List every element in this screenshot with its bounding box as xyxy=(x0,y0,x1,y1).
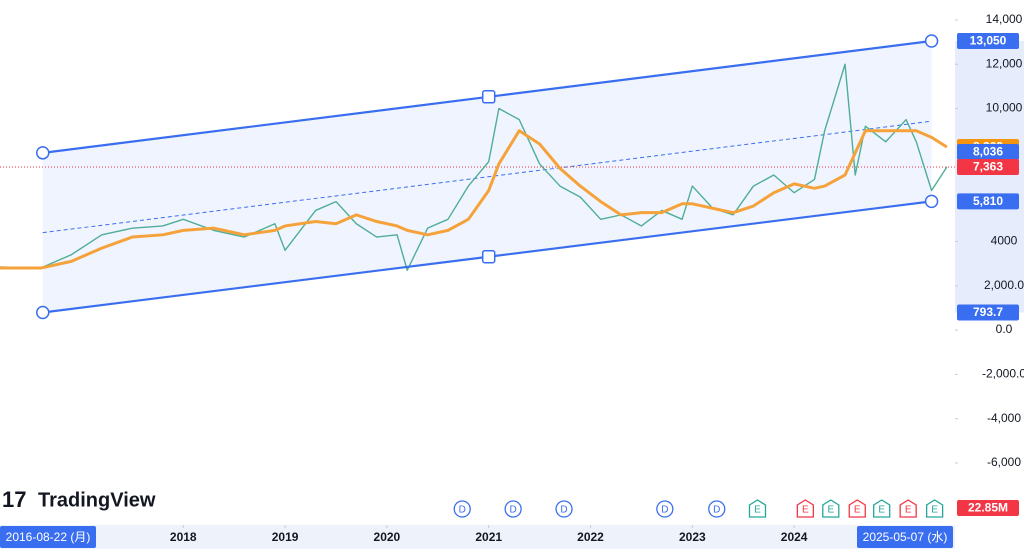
x-tick-label: 2022 xyxy=(577,530,604,544)
price-badge xyxy=(957,32,1019,49)
price-badge-label: 5,810 xyxy=(973,194,1003,208)
price-badge-label: 8,036 xyxy=(973,145,1003,159)
event-marker: E xyxy=(899,499,917,518)
brand-logo: 17 TradingView xyxy=(2,487,156,512)
event-marker: D xyxy=(555,500,573,518)
event-badge xyxy=(656,500,674,518)
event-label: D xyxy=(459,505,466,516)
brand: TradingView xyxy=(38,489,156,511)
x-tick-label: 2019 xyxy=(272,530,299,544)
event-badge xyxy=(453,500,471,518)
event-badge xyxy=(708,500,726,518)
event-badge xyxy=(899,499,917,518)
date-badge-label: 2025-05-07 (水) xyxy=(863,530,948,544)
price-badge xyxy=(957,158,1019,175)
moving-average xyxy=(0,129,948,270)
volume-badge-label: 22.85M xyxy=(968,501,1008,515)
price-line xyxy=(0,63,948,271)
event-badge xyxy=(748,499,767,518)
event-label: D xyxy=(560,505,567,516)
y-tick-label: 0.0 xyxy=(996,322,1013,336)
event-badge xyxy=(822,499,840,518)
price-badge-label: 7,363 xyxy=(973,160,1003,174)
event-marker: D xyxy=(504,500,522,518)
event-label: E xyxy=(827,505,834,516)
event-marker: E xyxy=(925,499,944,518)
event-label: E xyxy=(878,505,885,516)
channel-handle xyxy=(481,90,496,104)
price-badge xyxy=(957,144,1019,161)
y-tick-label: 14,000 xyxy=(986,12,1023,26)
event-label: D xyxy=(661,505,668,516)
y-tick-label: 10,000 xyxy=(986,101,1023,115)
y-tick-label: 4000 xyxy=(991,234,1018,248)
price-badge-label: 793.7 xyxy=(973,305,1003,319)
event-marker: D xyxy=(708,500,726,518)
event-badge xyxy=(796,499,814,518)
channel-handle xyxy=(36,146,50,160)
x-tick-label: 2024 xyxy=(781,530,808,544)
event-marker: E xyxy=(873,499,891,518)
event-label: D xyxy=(510,505,517,516)
event-marker: E xyxy=(796,499,814,518)
y-tick-label: -2,000.0 xyxy=(982,367,1024,381)
event-badge xyxy=(925,499,944,518)
channel-handle xyxy=(481,249,496,264)
date-badge xyxy=(0,526,96,548)
channel-handle xyxy=(924,194,939,209)
channel-fill xyxy=(42,40,932,313)
channel-handle xyxy=(924,34,939,48)
event-label: E xyxy=(854,505,861,516)
date-badge xyxy=(857,526,953,548)
axis-range-highlight xyxy=(955,40,1024,313)
price-badge xyxy=(957,304,1019,321)
event-badge xyxy=(873,499,891,518)
x-tick-label: 2020 xyxy=(374,530,401,544)
date-badge-label: 2016-08-22 (月) xyxy=(6,530,91,544)
event-label: D xyxy=(713,505,720,516)
event-badge xyxy=(504,500,522,518)
event-marker: D xyxy=(656,500,674,518)
y-tick-label: -4,000 xyxy=(987,411,1021,425)
logo-mark: 17 xyxy=(2,487,26,512)
channel-handle xyxy=(36,305,50,320)
y-tick-label: 12,000 xyxy=(986,56,1023,70)
price-badge-label: 13,050 xyxy=(970,34,1007,48)
y-tick-label: -6,000 xyxy=(987,455,1021,469)
event-label: E xyxy=(754,505,761,516)
event-label: E xyxy=(905,505,912,516)
event-label: E xyxy=(931,505,938,516)
event-marker: E xyxy=(822,499,840,518)
event-marker: D xyxy=(453,500,471,518)
x-tick-label: 2021 xyxy=(475,530,502,544)
event-badge xyxy=(848,499,866,518)
event-marker: E xyxy=(848,499,866,518)
price-badge xyxy=(957,193,1019,210)
y-tick-label: 2,000.0 xyxy=(984,278,1024,292)
time-axis xyxy=(0,525,955,549)
event-label: E xyxy=(802,505,809,516)
x-tick-label: 2023 xyxy=(679,530,706,544)
channel-midline xyxy=(42,120,932,234)
x-tick-label: 2018 xyxy=(170,530,197,544)
event-badge xyxy=(555,500,573,518)
event-marker: E xyxy=(748,499,767,518)
volume-badge xyxy=(957,500,1019,516)
